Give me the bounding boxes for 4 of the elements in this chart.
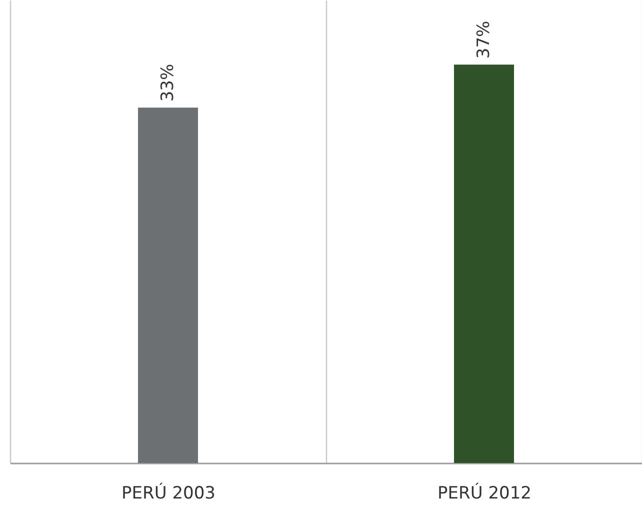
x-tick-label: PERÚ 2003 <box>122 482 216 504</box>
x-tick-label: PERÚ 2012 <box>438 482 532 504</box>
data-label: 33% <box>158 64 178 102</box>
data-label: 37% <box>474 20 494 59</box>
